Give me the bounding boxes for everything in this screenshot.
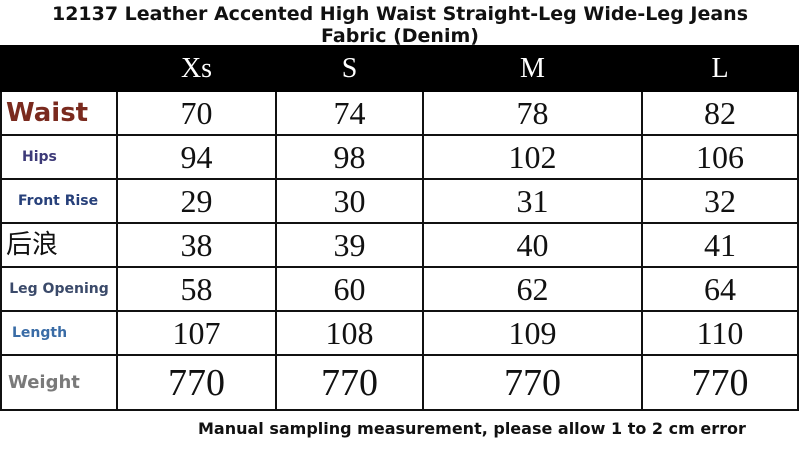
column-header: Xs [116,45,277,92]
cell-value: 770 [641,354,799,411]
cell-value: 770 [116,354,277,411]
cell-value: 41 [641,222,799,268]
cell-value: 31 [422,178,643,224]
cell-value: 770 [275,354,424,411]
row-label: Hips [0,134,118,180]
row-label: Weight [0,354,118,411]
cell-value: 770 [422,354,643,411]
size-table: Xs S M L Waist 70 74 78 82 Hips 94 98 102 106 Front Ri… [0,45,799,411]
cell-value: 108 [275,310,424,356]
row-label: Waist [0,90,118,136]
cell-value: 64 [641,266,799,312]
table-row: Front Rise 29 30 31 32 [0,178,799,224]
row-label: 后浪 [0,222,118,268]
footer-note: Manual sampling measurement, please allo… [198,419,746,438]
cell-value: 30 [275,178,424,224]
cell-value: 107 [116,310,277,356]
table-row: Hips 94 98 102 106 [0,134,799,180]
column-header: M [422,45,643,92]
row-label: Front Rise [0,178,118,224]
row-label: Length [0,310,118,356]
cell-value: 38 [116,222,277,268]
row-label: Leg Opening [0,266,118,312]
cell-value: 32 [641,178,799,224]
cell-value: 74 [275,90,424,136]
title: 12137 Leather Accented High Waist Straig… [51,3,749,47]
cell-value: 60 [275,266,424,312]
cell-value: 58 [116,266,277,312]
cell-value: 109 [422,310,643,356]
cell-value: 110 [641,310,799,356]
cell-value: 82 [641,90,799,136]
cell-value: 78 [422,90,643,136]
header-row: Xs S M L [0,45,799,92]
table-row: Length 107 108 109 110 [0,310,799,356]
cell-value: 40 [422,222,643,268]
table-row: Waist 70 74 78 82 [0,90,799,136]
column-header: L [641,45,799,92]
cell-value: 62 [422,266,643,312]
cell-value: 39 [275,222,424,268]
cell-value: 70 [116,90,277,136]
cell-value: 102 [422,134,643,180]
header-corner [0,45,118,92]
table-row: Weight 770 770 770 770 [0,354,799,411]
table-body: Xs S M L Waist 70 74 78 82 Hips 94 98 102 106 Front Ri… [0,45,799,411]
cell-value: 98 [275,134,424,180]
cell-value: 106 [641,134,799,180]
table-row: 后浪 38 39 40 41 [0,222,799,268]
cell-value: 94 [116,134,277,180]
column-header: S [275,45,424,92]
table-row: Leg Opening 58 60 62 64 [0,266,799,312]
cell-value: 29 [116,178,277,224]
